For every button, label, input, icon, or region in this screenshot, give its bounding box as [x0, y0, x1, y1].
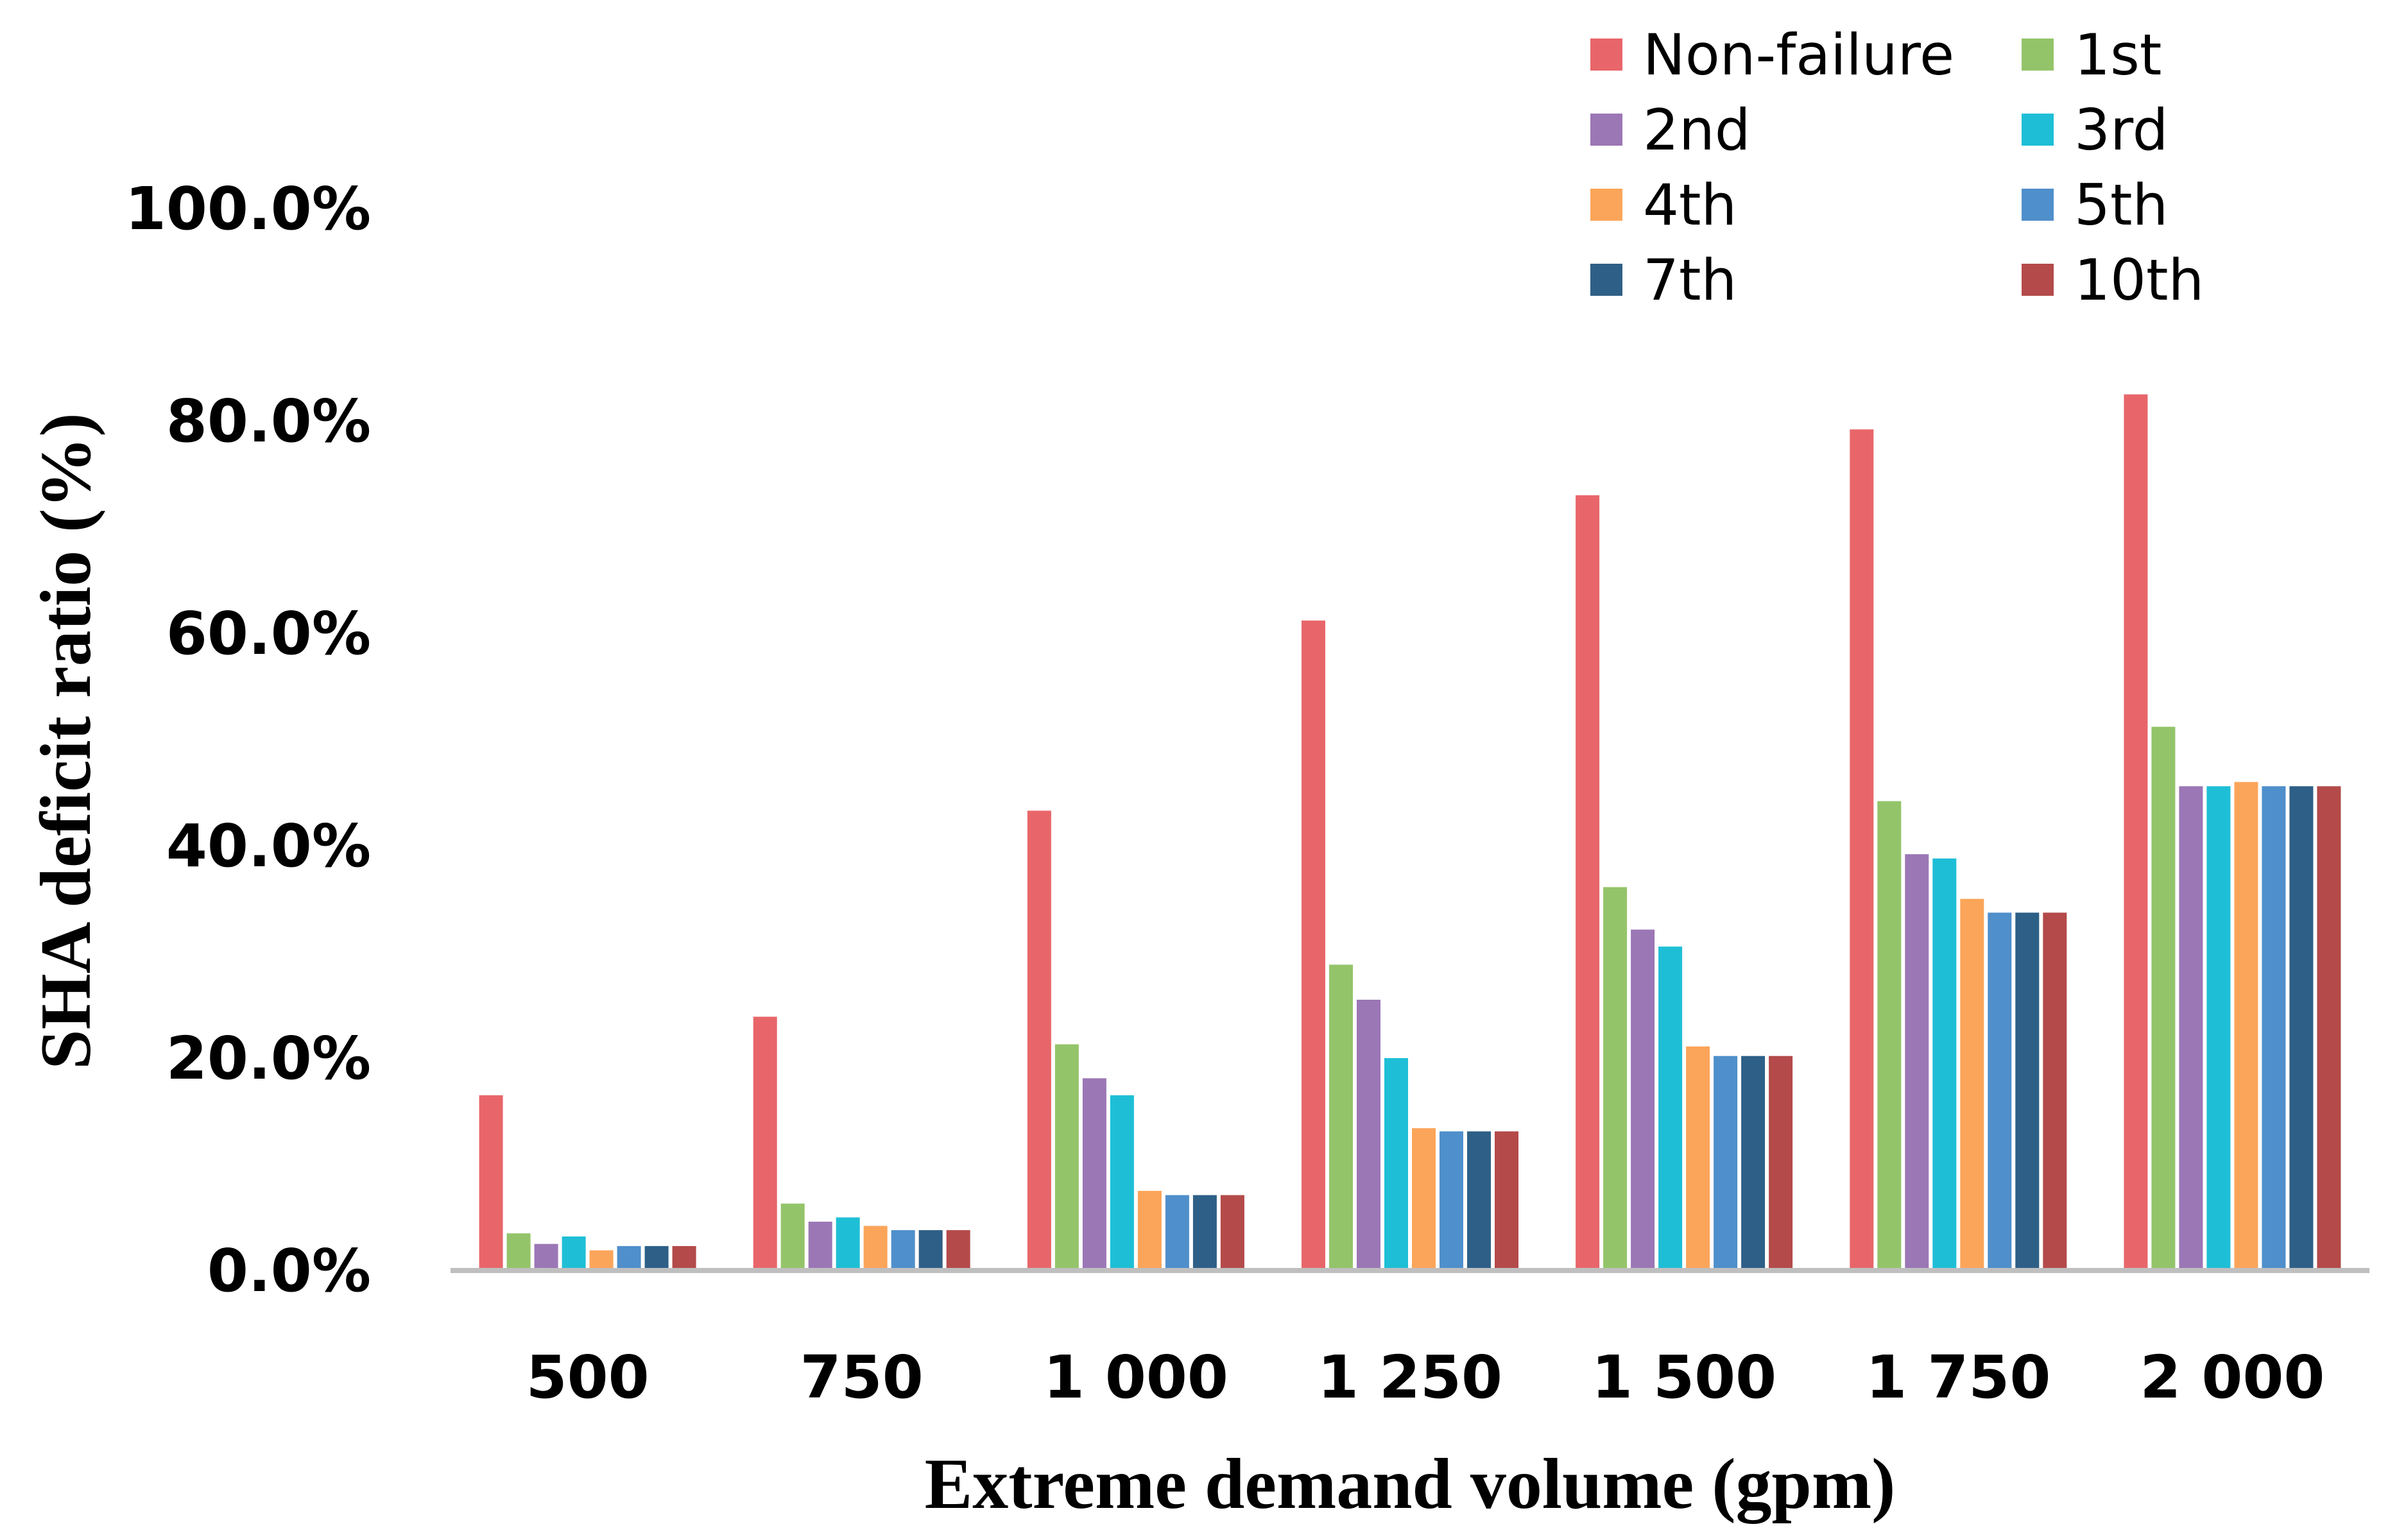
bar-1st-750	[780, 1203, 805, 1270]
bar-4th-750	[863, 1226, 888, 1270]
legend-swatch-10th	[2022, 264, 2054, 296]
legend-swatch-1st	[2022, 38, 2054, 71]
bar-5th-1500	[1714, 1056, 1738, 1270]
bar-non-failure-500	[479, 1095, 503, 1270]
bar-5th-2000	[2262, 786, 2286, 1270]
bar-non-failure-1250	[1302, 620, 1325, 1270]
bar-7th-500	[644, 1245, 669, 1270]
legend-swatch-4th	[1590, 189, 1622, 221]
y-tick-label: 0.0%	[207, 1236, 371, 1305]
legend: Non-failure 1st 2nd 3rd 4th 5th 7th 10th	[1590, 22, 2204, 313]
y-tick-label: 100.0%	[125, 175, 371, 243]
bar-3rd-750	[836, 1217, 860, 1271]
bar-5th-1000	[1165, 1195, 1189, 1270]
bar-5th-500	[617, 1245, 641, 1270]
legend-label-2nd: 2nd	[1643, 97, 1751, 163]
bar-5th-1250	[1440, 1131, 1463, 1270]
bar-4th-2000	[2234, 782, 2258, 1270]
bar-3rd-500	[562, 1236, 586, 1270]
bar-4th-1750	[1960, 898, 1984, 1271]
bar-2nd-1250	[1357, 1000, 1380, 1270]
legend-swatch-non-failure	[1590, 38, 1622, 71]
bar-2nd-2000	[2179, 786, 2203, 1270]
bar-3rd-1000	[1110, 1095, 1134, 1270]
bar-4th-1250	[1412, 1128, 1436, 1270]
bar-7th-1750	[2015, 912, 2040, 1270]
legend-swatch-7th	[1590, 264, 1622, 296]
bar-1st-1000	[1054, 1044, 1079, 1270]
y-tick-label: 40.0%	[166, 812, 371, 880]
bar-7th-1000	[1192, 1195, 1217, 1270]
x-tick-label: 1 000	[1044, 1343, 1228, 1412]
bar-10th-1750	[2043, 912, 2067, 1270]
x-tick-label: 1 250	[1318, 1343, 1502, 1412]
bar-non-failure-750	[753, 1016, 777, 1270]
bar-2nd-1500	[1631, 929, 1655, 1270]
bar-7th-1500	[1741, 1056, 1766, 1270]
x-tick-label: 750	[800, 1343, 924, 1412]
bar-5th-1750	[1988, 912, 2012, 1270]
bar-4th-1000	[1137, 1190, 1162, 1270]
bar-3rd-1250	[1384, 1058, 1408, 1270]
bar-10th-2000	[2317, 786, 2341, 1270]
bar-1st-1750	[1877, 801, 1902, 1270]
bar-10th-1250	[1495, 1131, 1518, 1270]
x-tick-labels: 500 750 1 000 1 250 1 500 1 750 2 000	[526, 1343, 2325, 1412]
bar-2nd-500	[534, 1244, 558, 1270]
y-axis-title: SHA deficit ratio (%)	[26, 413, 106, 1069]
legend-label-non-failure: Non-failure	[1643, 22, 1954, 88]
x-axis-title: Extreme demand volume (gpm)	[925, 1444, 1896, 1524]
x-tick-label: 1 500	[1592, 1343, 1776, 1412]
bar-5th-750	[891, 1230, 915, 1270]
bar-10th-750	[946, 1230, 970, 1270]
bar-4th-1500	[1686, 1046, 1710, 1270]
bar-3rd-1750	[1932, 858, 1957, 1270]
bar-3rd-2000	[2206, 786, 2231, 1270]
legend-label-10th: 10th	[2074, 247, 2204, 313]
legend-swatch-2nd	[1590, 114, 1622, 146]
legend-label-1st: 1st	[2074, 22, 2162, 88]
bar-non-failure-1000	[1027, 810, 1051, 1270]
y-tick-label: 80.0%	[166, 387, 371, 456]
bars-group	[479, 394, 2341, 1271]
bar-non-failure-1500	[1576, 495, 1600, 1270]
x-tick-label: 2 000	[2140, 1343, 2325, 1412]
bar-10th-1500	[1769, 1056, 1793, 1270]
legend-swatch-3rd	[2022, 114, 2054, 146]
bar-10th-1000	[1220, 1195, 1244, 1270]
bar-7th-1250	[1467, 1131, 1491, 1270]
bar-1st-500	[506, 1233, 531, 1270]
bar-3rd-1500	[1658, 946, 1683, 1270]
legend-swatch-5th	[2022, 189, 2054, 221]
legend-label-7th: 7th	[1643, 247, 1737, 313]
bar-non-failure-2000	[2124, 394, 2148, 1270]
legend-label-3rd: 3rd	[2074, 97, 2168, 163]
bar-7th-750	[918, 1230, 943, 1270]
bar-7th-2000	[2289, 786, 2314, 1270]
legend-label-5th: 5th	[2074, 172, 2168, 238]
bar-1st-1250	[1329, 964, 1353, 1270]
y-tick-labels: 0.0% 20.0% 40.0% 60.0% 80.0% 100.0%	[125, 175, 371, 1305]
bar-2nd-750	[808, 1221, 832, 1270]
x-tick-label: 500	[526, 1343, 649, 1412]
legend-label-4th: 4th	[1643, 172, 1737, 238]
y-tick-label: 20.0%	[166, 1024, 371, 1093]
x-tick-label: 1 750	[1866, 1343, 2050, 1412]
bar-4th-500	[589, 1250, 614, 1270]
bar-1st-2000	[2151, 726, 2176, 1270]
y-tick-label: 60.0%	[166, 599, 371, 668]
bar-non-failure-1750	[1850, 429, 1874, 1271]
bar-1st-1500	[1603, 887, 1628, 1270]
bar-2nd-1000	[1082, 1078, 1106, 1270]
bar-2nd-1750	[1905, 854, 1929, 1270]
bar-10th-500	[672, 1245, 696, 1270]
